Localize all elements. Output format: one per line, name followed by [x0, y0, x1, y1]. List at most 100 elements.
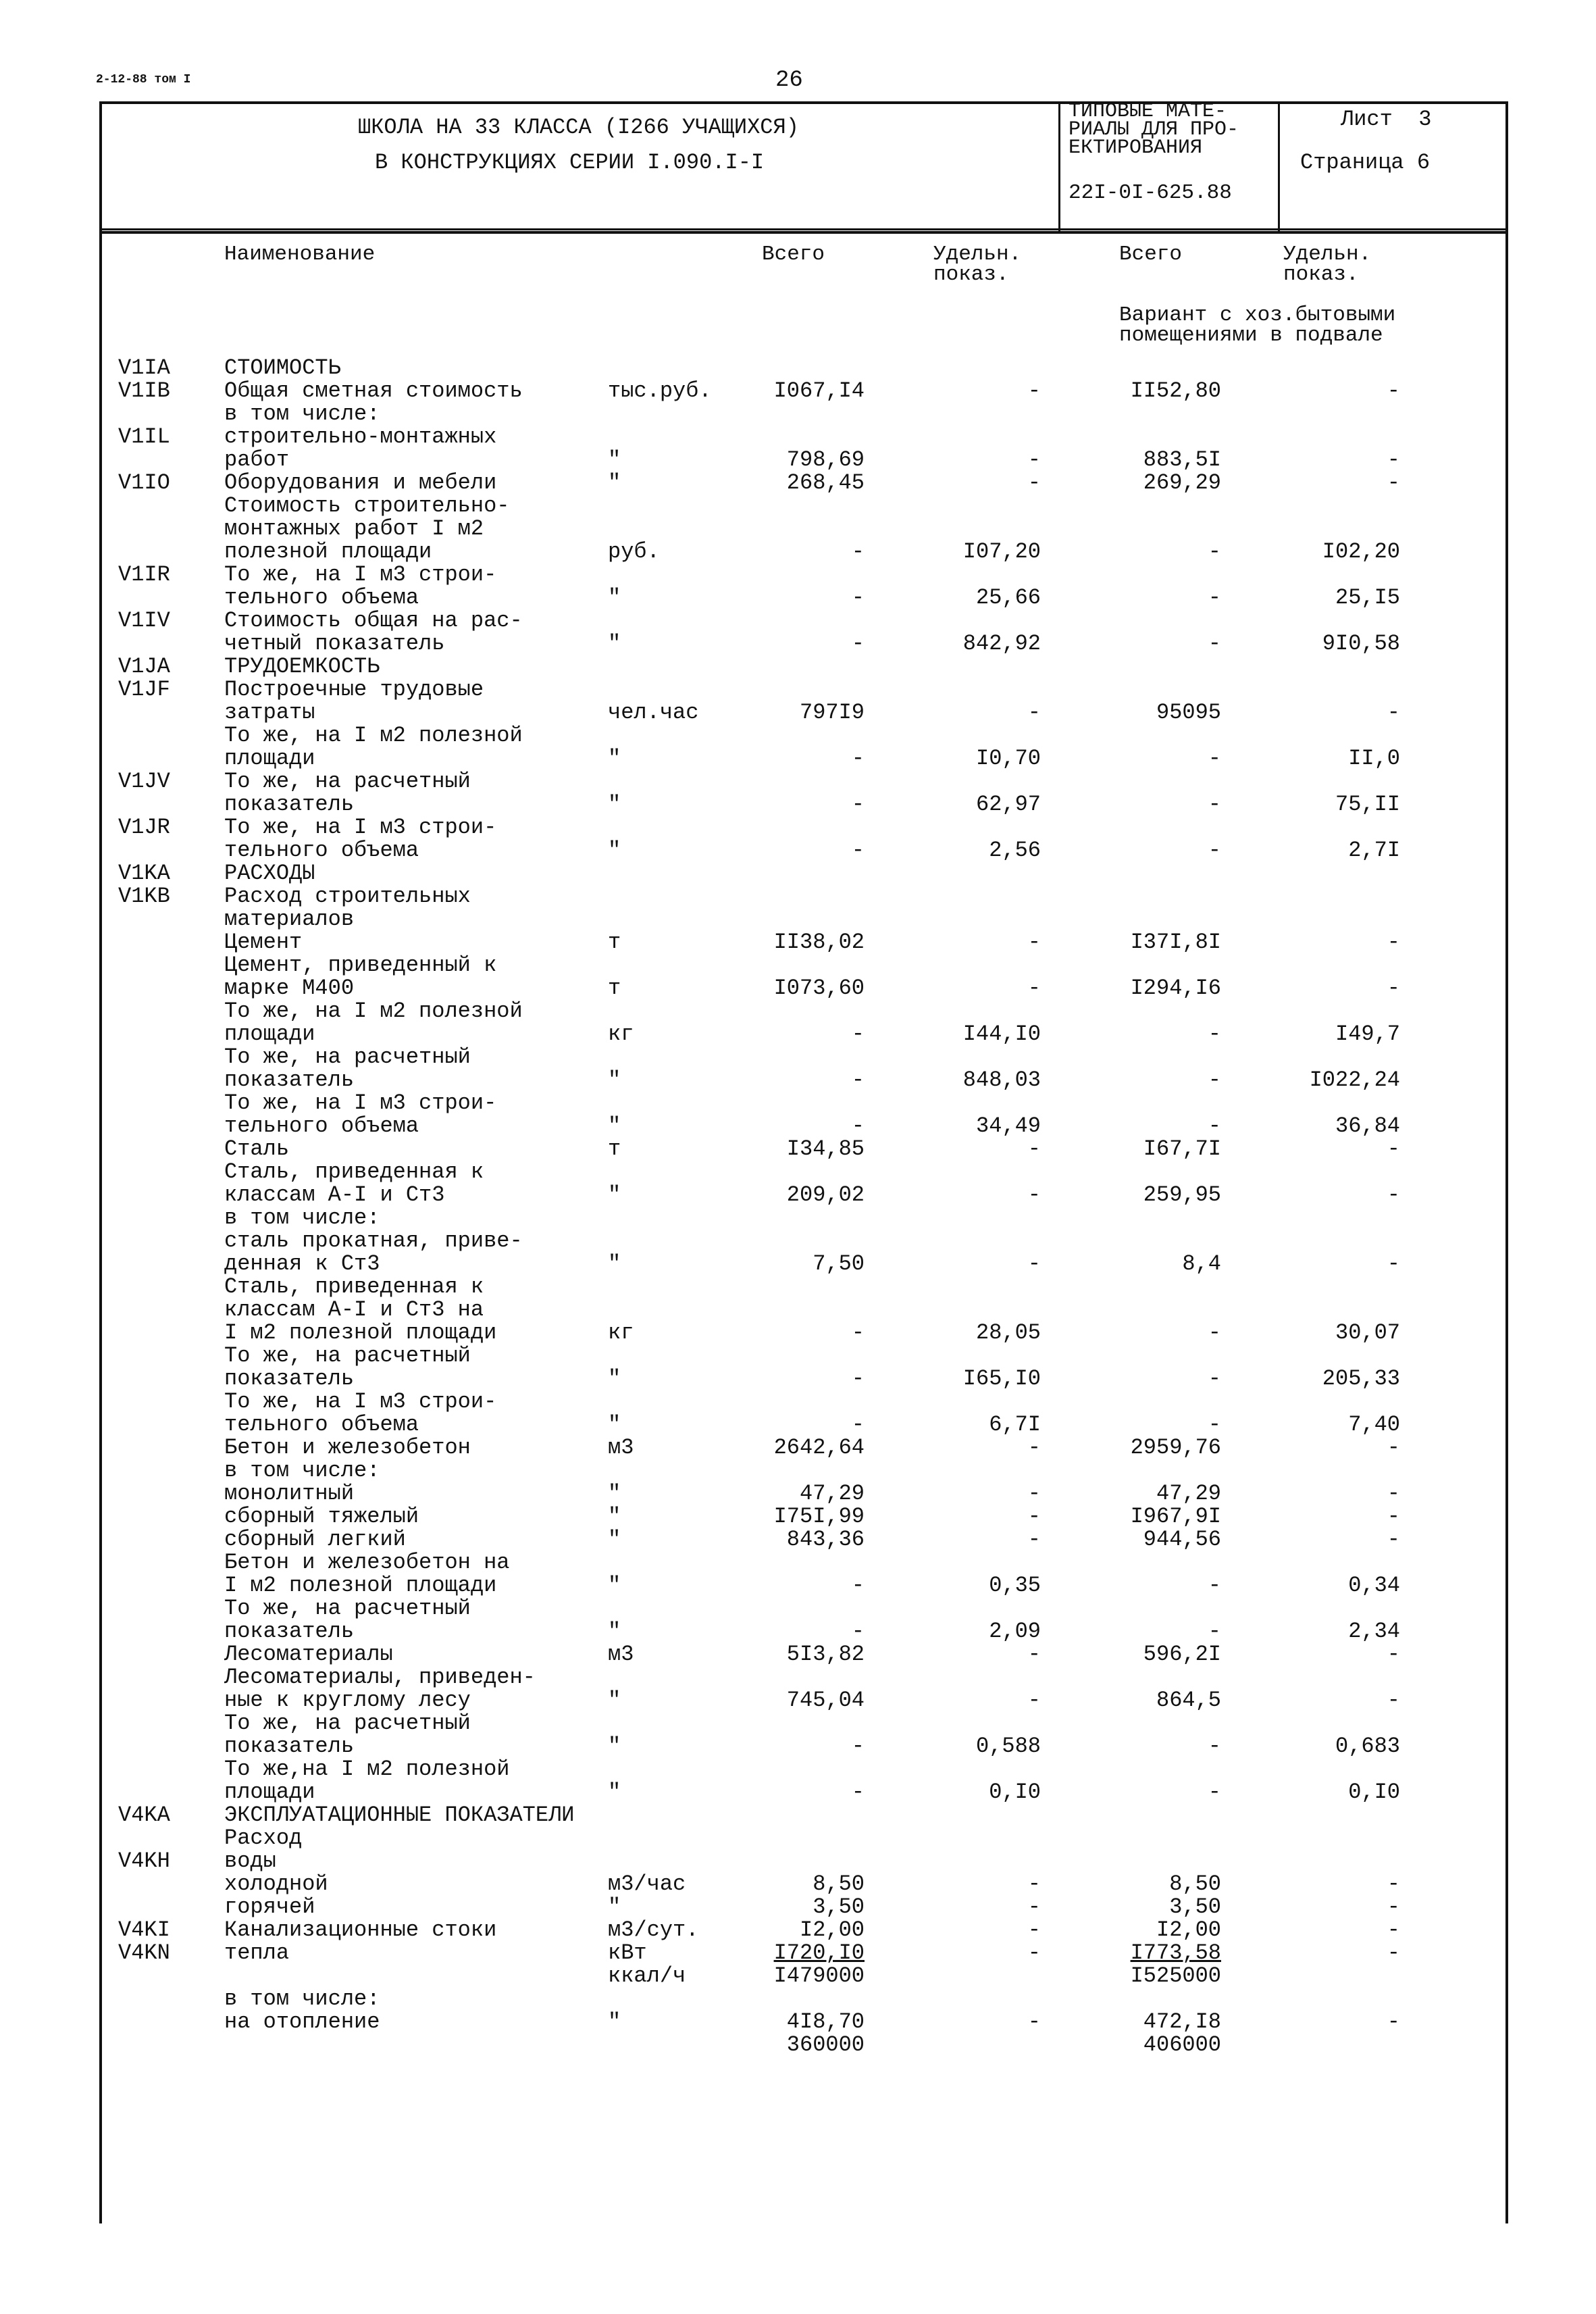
table-row: V1IL строительно-монтажных — [0, 426, 1596, 449]
total-2: 406000 — [1143, 2032, 1221, 2057]
spec-2: - — [1387, 700, 1400, 725]
table-row: V1IV Стоимость общая на рас- — [0, 609, 1596, 632]
total-1: 47,29 — [799, 1481, 865, 1506]
total-1: 8,50 — [813, 1871, 865, 1896]
row-name: в том числе: — [224, 401, 380, 426]
row-name: материалов — [224, 907, 355, 932]
total-2: I67,7I — [1143, 1136, 1221, 1161]
total-1: - — [851, 1022, 865, 1047]
total-1: 798,69 — [786, 447, 865, 472]
table-row: V4KI Канализационные стоки м3/сут. I2,00 - I2… — [0, 1919, 1596, 1942]
spec-1: - — [1027, 1182, 1041, 1207]
total-1: - — [851, 585, 865, 610]
table-row: Стоимость строительно- — [0, 495, 1596, 518]
spec-2: - — [1387, 1917, 1400, 1942]
spec-2: 9I0,58 — [1322, 631, 1400, 656]
table-row: холодной м3/час 8,50 - 8,50 - — [0, 1873, 1596, 1896]
row-unit: " — [608, 1067, 621, 1092]
spec-2: 75,II — [1335, 792, 1400, 817]
spec-1: - — [1027, 470, 1041, 495]
table-row: Цемент т II38,02 - I37I,8I - — [0, 931, 1596, 954]
spec-1: - — [1027, 1940, 1041, 1965]
table-row: То же, на расчетный — [0, 1597, 1596, 1620]
total-2: - — [1208, 631, 1221, 656]
spec-1: 2,09 — [989, 1619, 1041, 1644]
row-unit: " — [608, 1573, 621, 1598]
table-row: То же, на I м3 строи- — [0, 1390, 1596, 1413]
total-2: - — [1208, 1734, 1221, 1759]
table-row: Лесоматериалы, приведен- — [0, 1666, 1596, 1689]
row-name: То же, на I м2 полезной — [224, 999, 523, 1024]
spec-2: I49,7 — [1335, 1022, 1400, 1047]
row-unit: " — [608, 585, 621, 610]
row-name: То же, на расчетный — [224, 1343, 471, 1368]
total-1: 797I9 — [799, 700, 865, 725]
table-row: горячей " 3,50 - 3,50 - — [0, 1896, 1596, 1919]
row-code: V4KH — [118, 1848, 170, 1873]
total-2: - — [1208, 838, 1221, 863]
spec-1: 842,92 — [962, 631, 1041, 656]
table-row: V1IB Общая сметная стоимость тыс.руб. I067,… — [0, 380, 1596, 403]
row-unit: чел.час — [608, 700, 699, 725]
row-unit: " — [608, 746, 621, 771]
row-unit: руб. — [608, 539, 660, 564]
row-name: воды — [224, 1848, 276, 1873]
spec-1: - — [1027, 1136, 1041, 1161]
row-name: тельного объема — [224, 1412, 419, 1437]
total-1: - — [851, 539, 865, 564]
spec-1: I44,I0 — [962, 1022, 1041, 1047]
row-unit: " — [608, 1780, 621, 1805]
table-row: V4KH воды — [0, 1850, 1596, 1873]
row-name: классам А-I и Ст3 — [224, 1182, 445, 1207]
total-1: I073,60 — [773, 976, 865, 1001]
table-row: сборный легкий " 843,36 - 944,56 - — [0, 1528, 1596, 1551]
total-2: - — [1208, 1022, 1221, 1047]
row-name: сталь прокатная, приве- — [224, 1228, 523, 1253]
spec-1: 62,97 — [975, 792, 1041, 817]
row-name: Канализационные стоки — [224, 1917, 497, 1942]
table-row: площади " - 0,I0 - 0,I0 — [0, 1781, 1596, 1804]
row-code: V1IB — [118, 378, 170, 403]
total-1: - — [851, 1619, 865, 1644]
row-name: РАСХОДЫ — [224, 861, 315, 886]
spec-1: - — [1027, 1917, 1041, 1942]
total-1: - — [851, 838, 865, 863]
total-1: - — [851, 746, 865, 771]
total-2: 864,5 — [1156, 1688, 1221, 1713]
row-unit: кВт — [608, 1940, 647, 1965]
row-name: четный показатель — [224, 631, 445, 656]
total-1: 2642,64 — [773, 1435, 865, 1460]
total-1: II38,02 — [773, 930, 865, 955]
row-unit: кг — [608, 1320, 634, 1345]
table-row: Сталь т I34,85 - I67,7I - — [0, 1138, 1596, 1161]
table-row: V1IO Оборудования и мебели " 268,45 - 269,29 - — [0, 472, 1596, 495]
total-1: 843,36 — [786, 1527, 865, 1552]
row-name: То же, на I м3 строи- — [224, 1389, 497, 1414]
row-name: То же, на расчетный — [224, 1711, 471, 1736]
row-name: показатель — [224, 1067, 355, 1092]
total-1: 360000 — [786, 2032, 865, 2057]
table-row: V1IA СТОИМОСТЬ — [0, 357, 1596, 380]
spec-1: 2,56 — [989, 838, 1041, 863]
table-row: показатель " - 62,97 - 75,II — [0, 793, 1596, 816]
table-row: в том числе: — [0, 1207, 1596, 1230]
table-row: марке М400 т I073,60 - I294,I6 - — [0, 977, 1596, 1000]
document-title: ШКОЛА НА 33 КЛАССА (I266 УЧАЩИХСЯ) — [358, 115, 799, 140]
spec-2: - — [1387, 1527, 1400, 1552]
total-1: - — [851, 1412, 865, 1437]
spec-1: - — [1027, 930, 1041, 955]
row-code: V1IR — [118, 562, 170, 587]
row-unit: " — [608, 1734, 621, 1759]
row-unit: ккал/ч — [608, 1963, 686, 1988]
spec-1: I65,I0 — [962, 1366, 1041, 1391]
total-1: - — [851, 1780, 865, 1805]
row-code: V1JV — [118, 769, 170, 794]
table-row: V1JF Построечные трудовые — [0, 678, 1596, 701]
total-2: 3,50 — [1169, 1894, 1221, 1919]
row-name: тельного объема — [224, 585, 419, 610]
spec-2: - — [1387, 1504, 1400, 1529]
total-2: I294,I6 — [1130, 976, 1221, 1001]
row-name: Лесоматериалы — [224, 1642, 393, 1667]
total-1: 209,02 — [786, 1182, 865, 1207]
row-name: Построечные трудовые — [224, 677, 484, 702]
